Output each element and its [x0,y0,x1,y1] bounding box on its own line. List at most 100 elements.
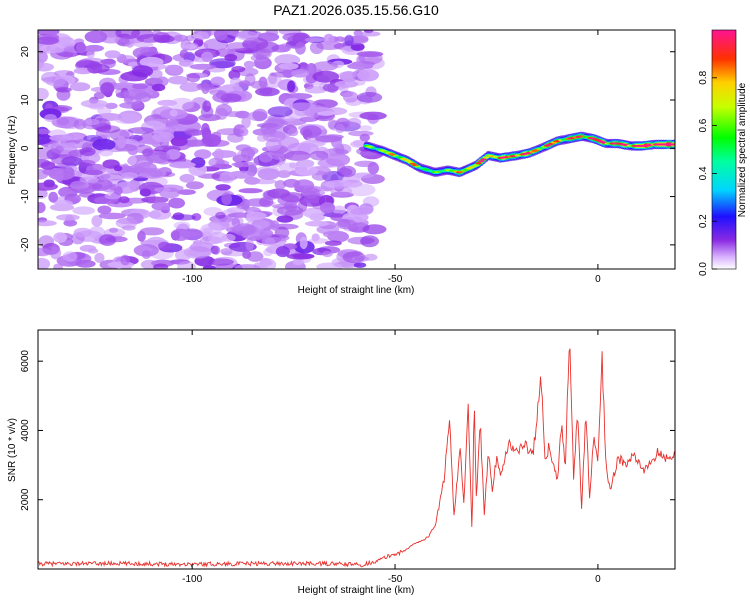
noise-speckle-blob [338,71,359,79]
noise-speckle-blob [309,150,329,161]
noise-speckle-blob [151,83,166,92]
noise-speckle-blob [116,135,127,149]
noise-speckle-blob [255,87,280,97]
noise-speckle-blob [61,133,84,141]
snr-series-line [38,348,675,568]
heatmap-panel: -100 -50 0 20 10 0 -10 -20 Height of straight … [7,29,676,296]
colorbar-label: Normalized spectral amplitude [737,82,748,217]
noise-speckle-blob [84,30,108,44]
noise-speckle-blob [169,161,196,169]
colorbar-tick-label: 0.6 [698,118,709,132]
noise-speckle-blob [363,253,378,261]
noise-speckle-blob [79,147,96,157]
noise-speckle-blob [179,82,202,92]
signal-track-segment [480,158,487,161]
noise-speckle-blob [38,182,58,191]
snr-xlabel: Height of straight line (km) [298,585,415,596]
noise-speckle-blob [62,251,78,262]
noise-speckle-blob [303,187,320,199]
noise-speckle-blob [179,49,189,59]
noise-speckle-blob [236,31,259,41]
y-tick-label: -10 [20,189,31,204]
heatmap-frame [37,29,676,270]
noise-speckle-blob [252,108,268,122]
noise-speckle-blob [202,100,212,112]
noise-speckle-blob [157,99,178,106]
noise-speckle-blob [215,184,231,191]
noise-speckle-blob [100,58,116,65]
noise-speckle-blob [168,67,183,74]
noise-speckle-blob [38,62,54,72]
noise-speckle-blob [278,136,300,149]
noise-speckle-blob [51,154,78,165]
noise-speckle-blob [179,173,195,183]
noise-speckle-blob [276,215,294,223]
noise-speckle-blob [87,61,103,74]
noise-speckle-blob [208,231,228,244]
noise-speckle-blob [201,123,210,136]
noise-speckle-blob [88,226,106,239]
noise-speckle-blob [175,249,192,261]
noise-speckle-blob [332,205,347,215]
noise-speckle-blob [133,42,154,48]
noise-speckle-blob [40,161,56,170]
noise-speckle-blob [96,125,121,134]
x-tick-label: -50 [388,574,403,585]
noise-speckle-blob [38,248,52,256]
noise-speckle-blob [153,263,169,269]
x-tick-label: -50 [388,274,403,285]
noise-speckle-blob [83,135,103,142]
noise-speckle-blob [353,262,367,268]
noise-speckle-blob [177,261,196,269]
noise-speckle-blob [86,50,95,59]
noise-speckle-blob [258,258,277,269]
noise-speckle-blob [73,227,93,238]
noise-speckle-blob [94,252,105,263]
noise-speckle-blob [207,258,234,266]
heatmap-x-ticks: -100 -50 0 [182,30,601,285]
noise-speckle-blob [224,53,238,62]
signal-track-segment [409,162,417,165]
noise-speckle-blob [170,136,188,147]
noise-speckle-blob [152,131,175,143]
noise-speckle-blob [115,217,138,229]
signal-track-segment [473,164,480,167]
noise-speckle-blob [278,62,299,70]
colorbar-tick-label: 0.2 [698,214,709,228]
x-tick-label: 0 [595,574,601,585]
noise-speckle-blob [38,87,49,101]
noise-speckle-blob [316,262,343,269]
noise-speckle-blob [284,150,311,161]
noise-speckle-blob [115,30,141,40]
noise-speckle-blob [286,253,315,260]
noise-speckle-blob [270,220,280,231]
noise-speckle-blob [347,117,362,128]
noise-speckle-blob [76,41,86,54]
noise-speckle-blob [322,83,339,92]
noise-speckle-blob [314,135,343,143]
noise-speckle-blob [359,133,370,142]
noise-speckle-blob [236,150,249,162]
y-tick-label: 10 [20,94,31,106]
noise-speckle-blob [353,30,363,37]
noise-speckle-blob [212,245,221,255]
noise-speckle-blob [78,159,96,167]
noise-speckle-blob [195,31,209,40]
signal-track-segment [477,160,485,163]
noise-speckle-blob [308,238,329,244]
noise-speckle-blob [304,220,330,227]
noise-speckle-blob [40,43,66,54]
signal-track-segment [482,156,490,159]
noise-speckle-blob [319,202,336,214]
noise-speckle-blob [339,165,357,178]
noise-speckle-blob [356,92,383,103]
noise-speckle-blob [56,214,80,221]
y-tick-label: 0 [20,145,31,151]
noise-speckle-blob [197,173,223,179]
noise-speckle-blob [312,61,339,71]
noise-speckle-blob [235,144,251,152]
noise-speckle-blob [291,69,309,78]
noise-speckle-blob [359,111,387,121]
noise-speckle-blob [231,66,246,73]
noise-speckle-blob [267,106,293,118]
